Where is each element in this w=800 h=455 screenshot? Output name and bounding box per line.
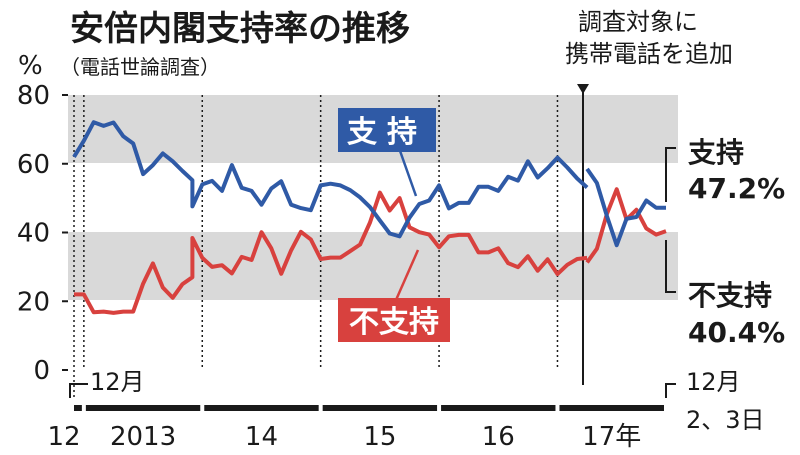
y-tick-label: 80: [17, 81, 50, 111]
y-axis-ticks: 0 20 40 60 80: [17, 81, 68, 386]
x-tick-label: 15: [363, 422, 396, 452]
chart-subtitle: （電話世論調査）: [60, 55, 220, 79]
support-line: [72, 120, 589, 239]
y-tick-label: 40: [17, 219, 50, 249]
x-tick-label: 12: [47, 422, 80, 452]
y-tick-label: 60: [17, 150, 50, 180]
support-pointer: [397, 147, 418, 197]
support-label-box: [338, 108, 436, 152]
support-label: 支持: [347, 115, 427, 150]
timeline-segment: [74, 405, 82, 411]
y-unit-label: %: [18, 51, 43, 81]
timeline-segment: [559, 405, 664, 411]
y-tick-label: 20: [17, 287, 50, 317]
chart-title: 安倍内閣支持率の推移: [70, 9, 410, 49]
disapproval-pointer: [394, 249, 420, 301]
annotation-line-2: 携帯電話を追加: [565, 40, 733, 68]
disapproval-end-label: 不支持: [688, 279, 772, 312]
phone-change-marker-arrow: [577, 84, 589, 94]
start-note: 12月: [90, 368, 145, 396]
x-tick-label: 16: [482, 422, 515, 452]
disapproval-end-value: 40.4%: [688, 316, 785, 349]
series-lines: [72, 120, 667, 315]
support-end-bracket: [665, 147, 676, 202]
x-tick-label: 2013: [110, 422, 176, 452]
disapproval-label-box: [338, 298, 450, 342]
y-tick-label: 0: [33, 356, 50, 386]
timeline-segment: [204, 405, 319, 411]
disapproval-end-bracket: [665, 240, 676, 293]
timeline-segment: [85, 405, 201, 411]
support-end-value: 47.2%: [688, 172, 785, 205]
x-tick-label: 17年: [582, 422, 641, 452]
x-tick-label: 14: [245, 422, 278, 452]
band-20-40: [68, 232, 678, 300]
disapproval-line: [74, 190, 588, 315]
support-end-label: 支持: [688, 136, 744, 169]
timeline-segment: [322, 405, 438, 411]
x-axis-ticks: 12 2013 14 15 16 17年: [47, 422, 641, 452]
support-line-post-change: [585, 167, 666, 248]
end-note-line-2: 2、3日: [686, 406, 765, 434]
disapproval-label: 不支持: [349, 305, 439, 340]
end-note-line-1: 12月: [686, 368, 741, 396]
timeline-segment: [441, 405, 556, 411]
annotation-line-1: 調査対象に: [578, 8, 698, 36]
end-note-bracket: [665, 383, 676, 398]
start-note-bracket: [69, 383, 88, 398]
year-timeline-bar: [74, 405, 664, 411]
